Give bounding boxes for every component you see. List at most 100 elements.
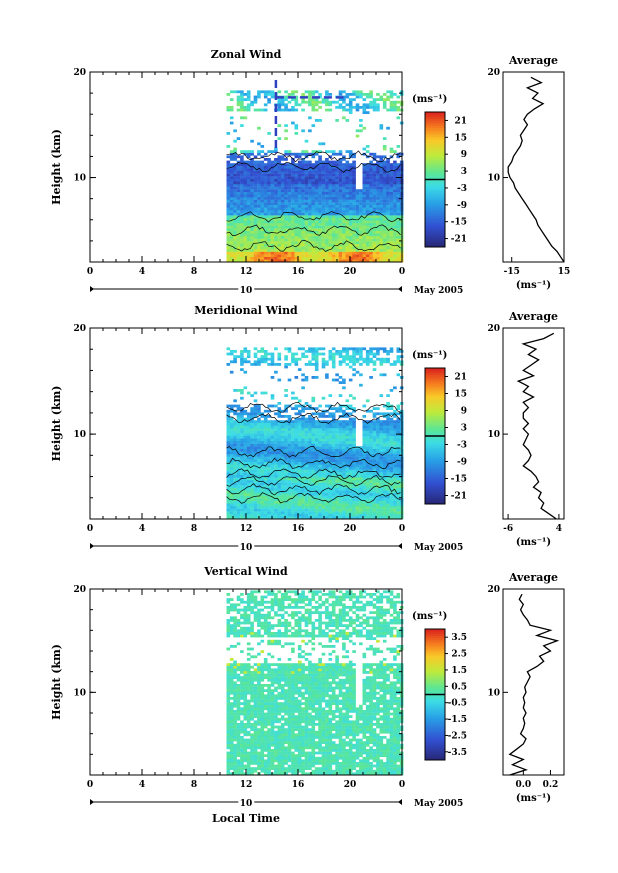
heatmap-cell	[304, 474, 309, 478]
heatmap-cell	[274, 241, 278, 244]
heatmap-cell	[376, 230, 380, 234]
heatmap-cell	[226, 443, 231, 447]
heatmap-cell	[396, 238, 401, 242]
heatmap-cell	[325, 210, 329, 213]
contour-line	[226, 483, 401, 496]
heatmap-cell	[294, 202, 299, 205]
heatmap-cell	[267, 98, 271, 101]
heatmap-cell	[338, 254, 343, 257]
heatmap-cell	[260, 220, 265, 224]
heatmap-cell	[382, 199, 387, 203]
heatmap-cell	[365, 163, 370, 166]
heatmap-cell	[294, 204, 299, 208]
heatmap-cell	[301, 184, 305, 187]
heatmap-cell	[294, 254, 299, 257]
heatmap-cell	[331, 100, 336, 104]
heatmap-cell	[308, 474, 312, 478]
heatmap-cell	[311, 93, 316, 96]
heatmap-cell	[229, 503, 234, 507]
heatmap-cell	[352, 191, 356, 195]
heatmap-cell	[335, 176, 339, 179]
heatmap-cell	[311, 477, 316, 481]
heatmap-cell	[352, 435, 356, 439]
heatmap-cell	[396, 168, 401, 172]
heatmap-cell	[284, 480, 288, 483]
heatmap-cell	[236, 155, 241, 159]
heatmap-cell	[369, 160, 373, 164]
heatmap-cell	[365, 352, 370, 356]
heatmap-cell	[267, 456, 271, 460]
heatmap-cell	[274, 158, 278, 161]
heatmap-cell	[240, 217, 244, 221]
heatmap-cell	[229, 485, 234, 488]
heatmap-cell	[277, 251, 282, 255]
heatmap-cell	[304, 243, 309, 247]
heatmap-cell	[250, 176, 254, 179]
heatmap-cell	[359, 500, 363, 504]
heatmap-cell	[277, 412, 282, 416]
heatmap-cell	[325, 93, 329, 96]
heatmap-cell	[291, 430, 295, 434]
heatmap-cell	[362, 215, 367, 218]
heatmap-cell	[308, 451, 312, 455]
heatmap-cell	[314, 360, 319, 364]
heatmap-cell	[226, 254, 231, 257]
heatmap-cell	[246, 472, 251, 475]
heatmap-cell	[246, 189, 251, 192]
heatmap-cell	[280, 228, 285, 231]
heatmap-cell	[338, 456, 343, 460]
heatmap-cell	[226, 168, 231, 172]
heatmap-cell	[308, 454, 312, 457]
heatmap-cell	[280, 498, 285, 501]
heatmap-cell	[382, 145, 387, 148]
heatmap-cell	[382, 451, 387, 455]
heatmap-cell	[328, 464, 333, 468]
heatmap-cell	[362, 168, 367, 172]
heatmap-cell	[328, 207, 333, 211]
heatmap-cell	[243, 194, 248, 198]
heatmap-cell	[243, 438, 248, 442]
heatmap-cell	[328, 407, 333, 410]
heatmap-cell	[328, 210, 333, 213]
heatmap-cell	[270, 357, 275, 361]
heatmap-cell	[362, 212, 367, 216]
heatmap-cell	[226, 430, 231, 434]
heatmap-cell	[253, 456, 258, 460]
heatmap-cell	[233, 129, 237, 133]
heatmap-cell	[294, 482, 299, 486]
heatmap-cell	[280, 467, 285, 470]
heatmap-cell	[389, 165, 394, 169]
heatmap-cell	[226, 249, 231, 252]
heatmap-cell	[243, 197, 248, 200]
heatmap-cell	[389, 420, 394, 423]
heatmap-cell	[365, 111, 370, 114]
heatmap-cell	[345, 150, 350, 153]
heatmap-cell	[362, 106, 367, 109]
heatmap-cell	[291, 422, 295, 426]
heatmap-cell	[396, 516, 401, 520]
heatmap-cell	[396, 145, 401, 148]
heatmap-cell	[365, 145, 370, 148]
heatmap-cell	[301, 256, 305, 260]
heatmap-cell	[280, 249, 285, 252]
heatmap-cell	[226, 456, 231, 460]
heatmap-cell	[308, 207, 312, 211]
heatmap-cell	[267, 441, 271, 444]
heatmap-cell	[365, 493, 370, 496]
heatmap-cell	[379, 194, 384, 198]
heatmap-cell	[226, 485, 231, 488]
heatmap-cell	[386, 482, 390, 486]
heatmap-cell	[393, 409, 397, 413]
heatmap-cell	[369, 506, 373, 509]
y-tick-label: 10	[73, 174, 86, 184]
heatmap-cell	[393, 194, 397, 198]
heatmap-cell	[314, 443, 319, 447]
heatmap-cell	[246, 228, 251, 231]
heatmap-cell	[297, 194, 302, 198]
heatmap-cell	[267, 513, 271, 517]
heatmap-cell	[379, 178, 384, 182]
heatmap-cell	[359, 451, 363, 455]
heatmap-cell	[321, 233, 326, 237]
heatmap-cell	[277, 446, 282, 449]
heatmap-cell	[236, 238, 241, 242]
